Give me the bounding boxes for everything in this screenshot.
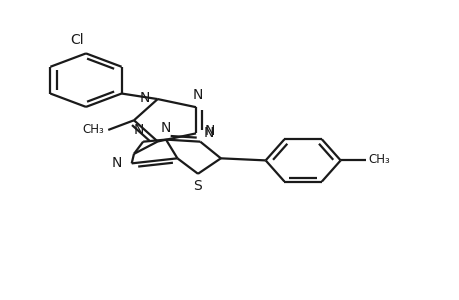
Text: N: N [111,156,121,170]
Text: N: N [140,92,150,106]
Text: N: N [193,88,203,102]
Text: N: N [133,123,143,137]
Text: CH₃: CH₃ [83,123,104,136]
Text: N: N [203,126,213,140]
Text: S: S [193,179,202,193]
Text: Cl: Cl [70,33,84,47]
Text: N: N [161,121,171,135]
Text: CH₃: CH₃ [367,153,389,166]
Text: N: N [204,124,215,137]
